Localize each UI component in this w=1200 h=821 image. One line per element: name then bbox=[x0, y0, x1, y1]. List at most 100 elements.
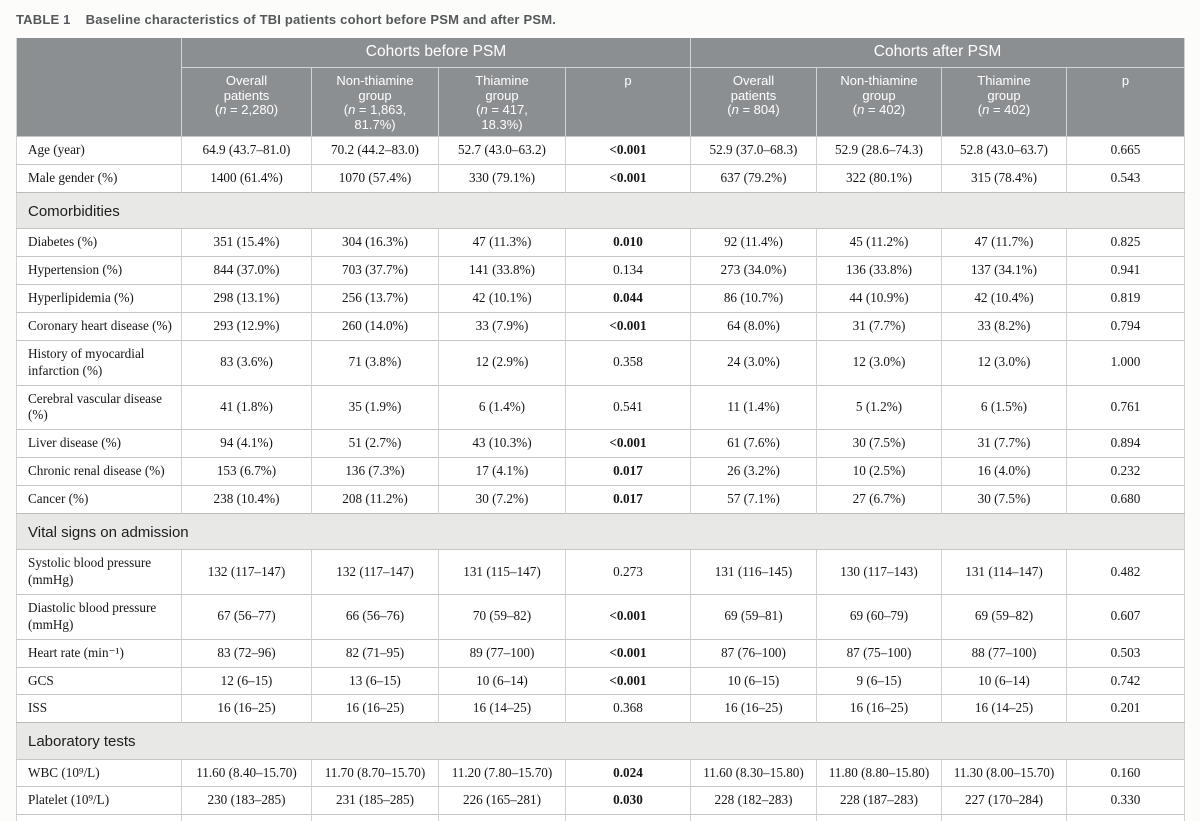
value-cell: 69 (60–79) bbox=[816, 593, 942, 640]
table-row: Hyperlipidemia (%) 298 (13.1%) 256 (13.7%)… bbox=[16, 283, 1185, 313]
row-label: Hypertension (%) bbox=[16, 256, 182, 285]
value-cell: 42 (10.4%) bbox=[941, 283, 1067, 313]
table-row: Cancer (%) 238 (10.4%) 208 (11.2%) 30 (7.2%… bbox=[16, 485, 1185, 514]
column-header-n: (n = 417, 18.3%) bbox=[476, 102, 528, 132]
table-row: Male gender (%) 1400 (61.4%) 1070 (57.4%) 3… bbox=[16, 164, 1185, 193]
row-label: ISS bbox=[16, 694, 182, 723]
value-cell: 13.3 (12.1–14.6) bbox=[816, 814, 942, 821]
column-header-nonthiamine-after: Non-thiamine group (n = 402) bbox=[816, 66, 942, 137]
value-cell: 69 (59–82) bbox=[941, 593, 1067, 640]
table-row: Hypertension (%) 844 (37.0%) 703 (37.7%) 14… bbox=[16, 256, 1185, 285]
column-header-label: Thiamine group bbox=[475, 73, 529, 103]
column-header-label: p bbox=[624, 73, 632, 88]
table-row: Liver disease (%) 94 (4.1%) 51 (2.7%) 43 (1… bbox=[16, 429, 1185, 458]
value-cell: 83 (72–96) bbox=[181, 638, 312, 668]
value-cell: 16 (14–25) bbox=[941, 694, 1067, 723]
value-cell: 92 (11.4%) bbox=[690, 228, 817, 257]
value-cell: 83 (3.6%) bbox=[181, 339, 312, 385]
value-cell: 66 (56–76) bbox=[311, 593, 439, 640]
p-value-cell: 0.819 bbox=[1066, 283, 1185, 313]
row-label: Cancer (%) bbox=[16, 485, 182, 514]
p-value-cell: <0.001 bbox=[565, 593, 691, 640]
value-cell: 13.2 (11.9–14.6) bbox=[690, 814, 817, 821]
p-value-cell: <0.001 bbox=[565, 666, 691, 695]
value-cell: 33 (7.9%) bbox=[438, 311, 566, 341]
p-value-cell: 0.794 bbox=[1066, 311, 1185, 341]
value-cell: 27 (6.7%) bbox=[816, 485, 942, 514]
table-row: Coronary heart disease (%) 293 (12.9%) 260… bbox=[16, 311, 1185, 341]
table-number: TABLE 1 bbox=[16, 12, 71, 27]
p-value-cell: 0.607 bbox=[1066, 593, 1185, 640]
value-cell: 12 (3.0%) bbox=[816, 339, 942, 385]
value-cell: 12.8 (11.4–14.1) bbox=[181, 814, 312, 821]
table-header: Cohorts before PSM Cohorts after PSM Ove… bbox=[16, 38, 1185, 137]
p-value-cell: <0.001 bbox=[565, 136, 691, 165]
value-cell: 132 (117–147) bbox=[181, 549, 312, 595]
value-cell: 304 (16.3%) bbox=[311, 228, 439, 257]
value-cell: 141 (33.8%) bbox=[438, 256, 566, 285]
p-value-cell: 0.134 bbox=[565, 256, 691, 285]
p-value-cell: 0.044 bbox=[565, 283, 691, 313]
p-value-cell: 0.742 bbox=[1066, 666, 1185, 695]
value-cell: 10 (6–15) bbox=[690, 666, 817, 695]
value-cell: 11.20 (7.80–15.70) bbox=[438, 758, 566, 787]
p-value-cell: 0.030 bbox=[565, 786, 691, 815]
table-row: Hemoglobin (g/dL)12.8 (11.4–14.1)12.7 (1… bbox=[16, 814, 1185, 821]
column-header-nonthiamine-before: Non-thiamine group (n = 1,863, 81.7%) bbox=[311, 66, 439, 137]
value-cell: 228 (182–283) bbox=[690, 786, 817, 815]
value-cell: 16 (16–25) bbox=[181, 694, 312, 723]
p-value-cell: 0.541 bbox=[565, 384, 691, 430]
p-value-cell: 0.201 bbox=[1066, 694, 1185, 723]
value-cell: 703 (37.7%) bbox=[311, 256, 439, 285]
row-label: Coronary heart disease (%) bbox=[16, 311, 182, 341]
section-header: Vital signs on admission bbox=[16, 512, 1185, 550]
value-cell: 208 (11.2%) bbox=[311, 485, 439, 514]
value-cell: 10 (6–14) bbox=[941, 666, 1067, 695]
row-label: Heart rate (min⁻¹) bbox=[16, 638, 182, 668]
value-cell: 637 (79.2%) bbox=[690, 164, 817, 193]
value-cell: 30 (7.2%) bbox=[438, 485, 566, 514]
table-body: Age (year) 64.9 (43.7–81.0) 70.2 (44.2–83.… bbox=[16, 136, 1185, 821]
p-value-cell: 0.543 bbox=[1066, 164, 1185, 193]
p-value-cell: 0.503 bbox=[1066, 638, 1185, 668]
value-cell: 330 (79.1%) bbox=[438, 164, 566, 193]
value-cell: 82 (71–95) bbox=[311, 638, 439, 668]
column-header-label: Non-thiamine group bbox=[336, 73, 414, 103]
p-value-cell: <0.001 bbox=[565, 814, 691, 821]
p-value-cell: 0.024 bbox=[565, 758, 691, 787]
value-cell: 153 (6.7%) bbox=[181, 457, 312, 486]
value-cell: 13.1 (11.8–14.5) bbox=[941, 814, 1067, 821]
table-row: ISS 16 (16–25) 16 (16–25) 16 (14–25) 0.368 16… bbox=[16, 694, 1185, 723]
table-caption-text: Baseline characteristics of TBI patients… bbox=[85, 12, 557, 27]
row-label: Hyperlipidemia (%) bbox=[16, 283, 182, 313]
column-header-label: Non-thiamine group bbox=[840, 73, 918, 103]
value-cell: 315 (78.4%) bbox=[941, 164, 1067, 193]
row-label: WBC (10⁹/L) bbox=[16, 758, 182, 787]
row-label: Diastolic blood pressure (mmHg) bbox=[16, 593, 182, 640]
p-value-cell: <0.001 bbox=[565, 164, 691, 193]
p-value-cell: <0.001 bbox=[565, 429, 691, 458]
value-cell: 136 (7.3%) bbox=[311, 457, 439, 486]
column-header-p-after: p bbox=[1066, 66, 1185, 137]
value-cell: 16 (16–25) bbox=[816, 694, 942, 723]
p-value-cell: 0.482 bbox=[1066, 549, 1185, 595]
value-cell: 12 (6–15) bbox=[181, 666, 312, 695]
value-cell: 230 (183–285) bbox=[181, 786, 312, 815]
table-row: Chronic renal disease (%) 153 (6.7%) 136 (… bbox=[16, 457, 1185, 486]
value-cell: 11.70 (8.70–15.70) bbox=[311, 758, 439, 787]
value-cell: 47 (11.3%) bbox=[438, 228, 566, 257]
value-cell: 17 (4.1%) bbox=[438, 457, 566, 486]
value-cell: 16 (16–25) bbox=[311, 694, 439, 723]
section-row: Laboratory tests bbox=[16, 722, 1185, 760]
value-cell: 61 (7.6%) bbox=[690, 429, 817, 458]
row-label: Age (year) bbox=[16, 136, 182, 165]
column-header-n: (n = 402) bbox=[977, 102, 1031, 118]
group-header-after-psm: Cohorts after PSM bbox=[690, 38, 1185, 68]
value-cell: 64 (8.0%) bbox=[690, 311, 817, 341]
column-header-label: Thiamine group bbox=[977, 73, 1031, 103]
p-value-cell: 0.761 bbox=[1066, 384, 1185, 430]
value-cell: 35 (1.9%) bbox=[311, 384, 439, 430]
p-value-cell: 0.273 bbox=[565, 549, 691, 595]
column-header-n: (n = 804) bbox=[727, 102, 780, 118]
value-cell: 260 (14.0%) bbox=[311, 311, 439, 341]
